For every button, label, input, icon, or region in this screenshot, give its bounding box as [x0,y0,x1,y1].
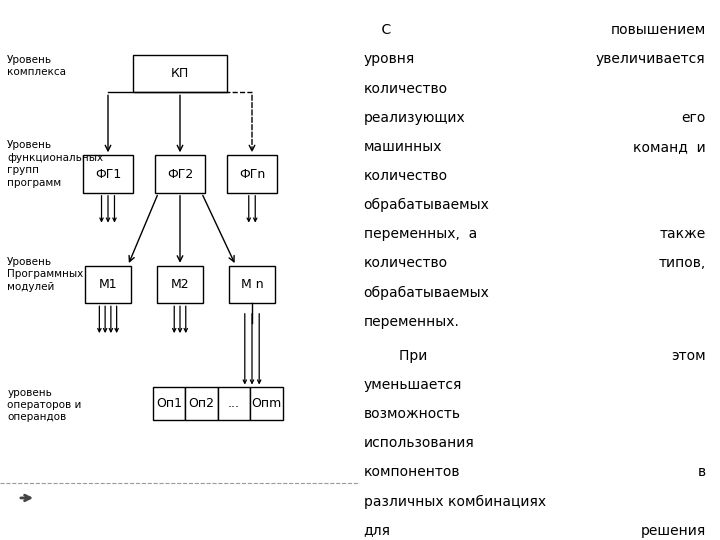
Text: типов,: типов, [658,256,706,271]
Text: его: его [681,111,706,125]
Bar [83,155,133,193]
Text: При: При [364,349,427,363]
Text: уровня: уровня [364,52,415,66]
Bar [133,55,227,92]
Text: М1: М1 [99,278,117,291]
Text: решения: решения [640,524,706,537]
Text: обрабатываемых: обрабатываемых [364,198,490,212]
Text: КП: КП [171,67,189,80]
Text: Оп2: Оп2 [189,397,215,410]
Bar [157,266,203,303]
Bar [227,155,277,193]
Bar [85,266,132,303]
Text: Уровень
комплекса: Уровень комплекса [7,55,66,77]
Text: машинных: машинных [364,140,442,154]
Text: ФГn: ФГn [239,167,265,180]
Text: команд  и: команд и [633,140,706,154]
Text: возможность: возможность [364,407,461,421]
Text: Уровень
Программных
модулей: Уровень Программных модулей [7,257,84,292]
Text: Опm: Опm [251,397,282,410]
Text: М2: М2 [171,278,189,291]
Bar [186,388,218,420]
Text: уменьшается: уменьшается [364,378,462,392]
Text: количество: количество [364,169,448,183]
Text: повышением: повышением [611,23,706,37]
Text: компонентов: компонентов [364,465,460,480]
Bar [229,266,275,303]
Text: количество: количество [364,82,448,96]
Text: также: также [660,227,706,241]
Text: Оп1: Оп1 [156,397,182,410]
Text: ФГ1: ФГ1 [95,167,121,180]
Bar [153,388,186,420]
Text: Уровень
функциональных
групп
программ: Уровень функциональных групп программ [7,140,104,187]
Bar [251,388,282,420]
Text: С: С [364,23,391,37]
Text: уровень
операторов и
операндов: уровень операторов и операндов [7,388,81,422]
Text: количество: количество [364,256,448,271]
Text: обрабатываемых: обрабатываемых [364,286,490,300]
Text: ФГ2: ФГ2 [167,167,193,180]
Text: этом: этом [671,349,706,363]
Text: различных комбинациях: различных комбинациях [364,495,546,509]
Text: ...: ... [228,397,240,410]
Text: для: для [364,524,390,537]
Text: использования: использования [364,436,474,450]
Text: переменных,  а: переменных, а [364,227,477,241]
Bar [217,388,251,420]
Text: переменных.: переменных. [364,315,459,329]
Text: увеличивается: увеличивается [596,52,706,66]
Text: в: в [698,465,706,480]
Bar [155,155,205,193]
Text: М n: М n [240,278,264,291]
Text: реализующих: реализующих [364,111,465,125]
